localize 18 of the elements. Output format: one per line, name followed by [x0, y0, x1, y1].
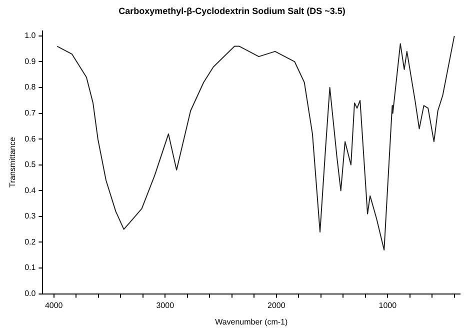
- y-tick-label: 0.6: [24, 134, 36, 144]
- y-tick-label: 0.2: [24, 237, 36, 246]
- y-axis-title: Transmittance: [8, 136, 18, 188]
- x-tick-label: 2000: [268, 300, 286, 310]
- y-tick-label: 0.7: [24, 108, 36, 118]
- y-tick-label: 1.0: [24, 31, 36, 40]
- y-tick-label: 0.5: [24, 160, 36, 170]
- y-tick-label: 0.0: [24, 289, 36, 298]
- x-axis-title: Wavenumber (cm-1): [215, 317, 288, 326]
- x-tick-label: 3000: [156, 300, 175, 310]
- chart-title: Carboxymethyl-β-Cyclodextrin Sodium Salt (DS ~3.5): [118, 6, 346, 16]
- x-tick-label: 4000: [44, 300, 64, 310]
- y-tick-label: 0.3: [24, 212, 36, 221]
- y-tick-label: 0.8: [24, 82, 36, 92]
- y-tick-label: 0.9: [24, 56, 36, 66]
- y-tick-label: 0.4: [24, 186, 36, 195]
- x-tick-label: 1000: [378, 300, 398, 310]
- y-tick-label: 0.1: [24, 263, 36, 272]
